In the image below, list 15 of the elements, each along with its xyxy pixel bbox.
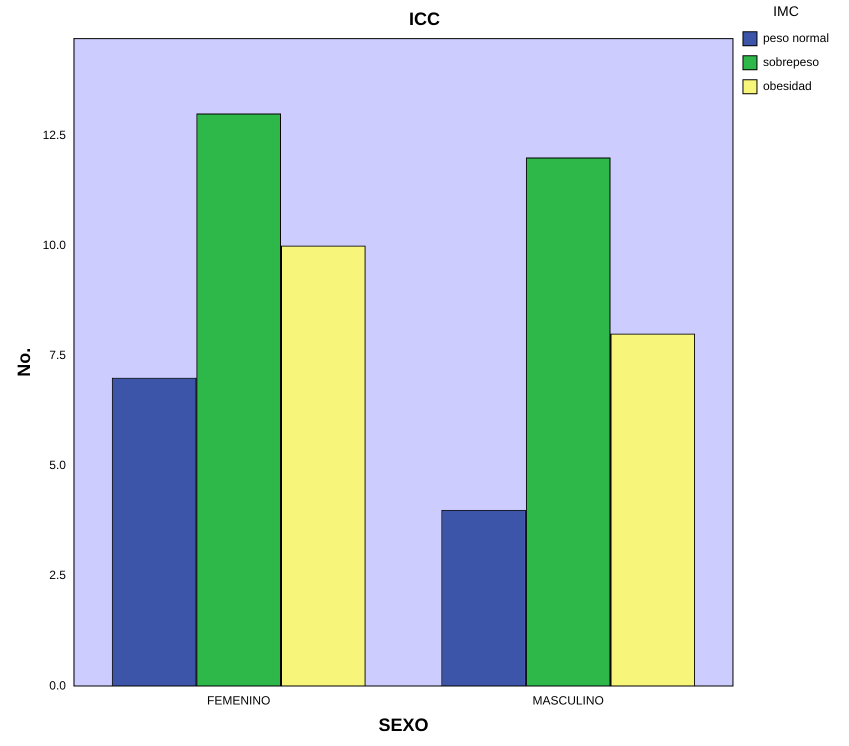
y-tick-label: 5.0 [49, 458, 66, 472]
y-tick-label: 12.5 [42, 128, 66, 142]
legend-title: IMC [773, 2, 799, 19]
chart-title: ICC [409, 8, 440, 29]
y-tick-label: 10.0 [42, 238, 66, 252]
y-tick-label: 2.5 [49, 568, 66, 582]
legend-label: sobrepeso [762, 55, 820, 70]
y-tick-label: 0.0 [49, 678, 66, 692]
x-axis-title: SEXO [378, 715, 428, 736]
x-tick-label: MASCULINO [532, 694, 604, 708]
y-axis-title: No. [14, 348, 34, 377]
y-tick-label: 7.5 [49, 348, 66, 362]
legend-label: obesidad [762, 79, 812, 94]
x-tick-label: FEMENINO [207, 694, 270, 708]
legend-label: peso normal [762, 31, 830, 46]
